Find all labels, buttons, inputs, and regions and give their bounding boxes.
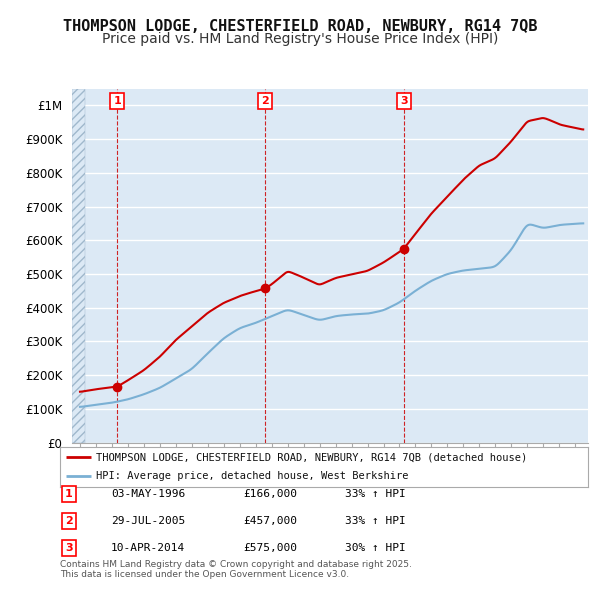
Text: 10-APR-2014: 10-APR-2014: [111, 543, 185, 553]
Text: THOMPSON LODGE, CHESTERFIELD ROAD, NEWBURY, RG14 7QB: THOMPSON LODGE, CHESTERFIELD ROAD, NEWBU…: [63, 19, 537, 34]
Text: £575,000: £575,000: [243, 543, 297, 553]
Text: HPI: Average price, detached house, West Berkshire: HPI: Average price, detached house, West…: [96, 471, 409, 481]
Text: 33% ↑ HPI: 33% ↑ HPI: [345, 516, 406, 526]
Text: £457,000: £457,000: [243, 516, 297, 526]
Text: 3: 3: [65, 543, 73, 553]
Text: £166,000: £166,000: [243, 489, 297, 499]
Text: 2: 2: [261, 96, 269, 106]
Text: 2: 2: [65, 516, 73, 526]
Text: 1: 1: [65, 489, 73, 499]
Text: Contains HM Land Registry data © Crown copyright and database right 2025.
This d: Contains HM Land Registry data © Crown c…: [60, 560, 412, 579]
Bar: [72, 88, 85, 442]
Text: 29-JUL-2005: 29-JUL-2005: [111, 516, 185, 526]
Text: THOMPSON LODGE, CHESTERFIELD ROAD, NEWBURY, RG14 7QB (detached house): THOMPSON LODGE, CHESTERFIELD ROAD, NEWBU…: [96, 453, 527, 463]
Text: 30% ↑ HPI: 30% ↑ HPI: [345, 543, 406, 553]
Text: 1: 1: [113, 96, 121, 106]
Text: 3: 3: [400, 96, 407, 106]
Text: 03-MAY-1996: 03-MAY-1996: [111, 489, 185, 499]
Text: Price paid vs. HM Land Registry's House Price Index (HPI): Price paid vs. HM Land Registry's House …: [102, 32, 498, 46]
Text: 33% ↑ HPI: 33% ↑ HPI: [345, 489, 406, 499]
